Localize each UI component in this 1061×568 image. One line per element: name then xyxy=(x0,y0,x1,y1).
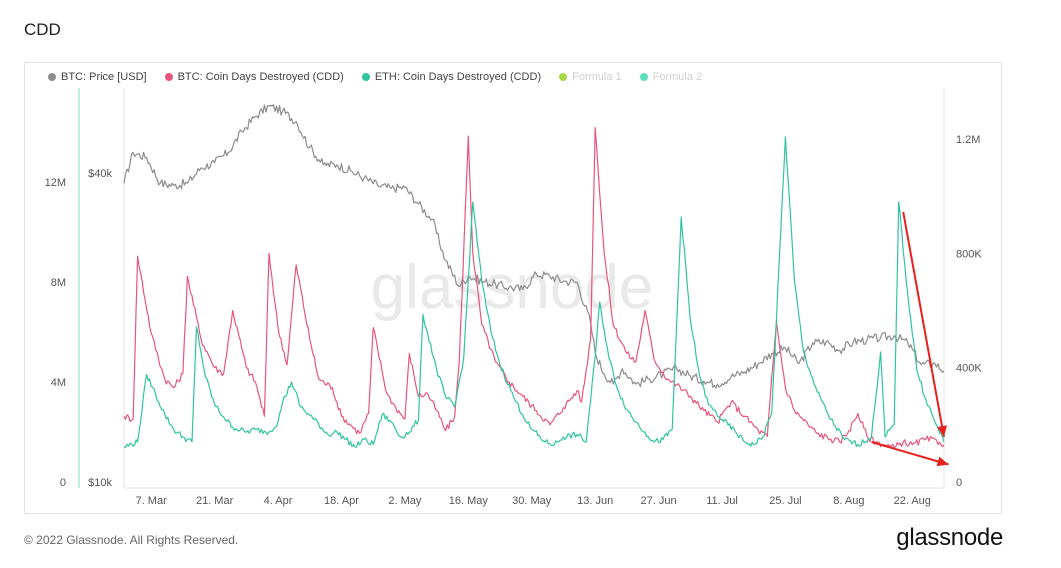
legend-item[interactable]: BTC: Price [USD] xyxy=(48,71,147,83)
eth-cdd-line xyxy=(123,136,945,448)
left-axis-tick-label: 4M xyxy=(51,377,66,389)
legend-item[interactable]: ETH: Coin Days Destroyed (CDD) xyxy=(361,71,542,83)
x-axis-tick-label: 30. May xyxy=(512,495,552,507)
left-axis-tick-label: 12M xyxy=(45,177,66,189)
legend-label: Formula 1 xyxy=(572,71,622,83)
legend-item[interactable]: Formula 1 xyxy=(559,71,622,83)
legend-item[interactable]: Formula 2 xyxy=(639,71,703,83)
copyright-text: © 2022 Glassnode. All Rights Reserved. xyxy=(24,533,239,547)
annotation-arrow-line xyxy=(902,211,945,438)
price-axis-tick-label: $40k xyxy=(88,168,112,180)
btc-price-line xyxy=(123,104,945,389)
x-axis-tick-label: 18. Apr xyxy=(324,495,359,507)
x-axis-tick-label: 22. Aug xyxy=(894,495,931,507)
glassnode-logo[interactable]: glassnode xyxy=(896,524,1003,551)
right-axis-tick-label: 1.2M xyxy=(956,134,980,146)
x-axis-tick-label: 7. Mar xyxy=(136,495,168,507)
btc-cdd-line xyxy=(123,126,945,449)
price-axis-tick-label: $10k xyxy=(88,477,112,489)
annotation-arrowhead-icon xyxy=(936,456,949,467)
legend-label: BTC: Price [USD] xyxy=(61,71,147,83)
x-axis-tick-label: 2. May xyxy=(388,495,422,507)
x-axis-tick-label: 8. Aug xyxy=(833,495,864,507)
page-title: CDD xyxy=(24,20,61,39)
legend-label: Formula 2 xyxy=(652,71,703,83)
legend-label: ETH: Coin Days Destroyed (CDD) xyxy=(374,71,542,83)
legend-dot-icon xyxy=(559,73,568,81)
x-axis-tick-label: 13. Jun xyxy=(577,495,613,507)
series-layer xyxy=(123,104,945,449)
x-axis-tick-label: 25. Jul xyxy=(769,495,801,507)
left-axis-tick-label: 0 xyxy=(60,477,66,489)
right-axis-tick-label: 0 xyxy=(956,477,962,489)
right-axis-tick-label: 400K xyxy=(956,363,982,375)
legend-dot-icon xyxy=(48,73,56,81)
chart-legend: BTC: Price [USD] BTC: Coin Days Destroyed… xyxy=(48,71,702,83)
legend-item[interactable]: BTC: Coin Days Destroyed (CDD) xyxy=(164,71,344,83)
x-axis-tick-label: 21. Mar xyxy=(196,495,234,507)
left-axis-tick-label: 8M xyxy=(51,277,66,289)
legend-dot-icon xyxy=(639,73,648,81)
legend-dot-icon xyxy=(164,73,173,81)
legend-dot-icon xyxy=(361,73,370,81)
annotation-layer xyxy=(871,211,949,467)
right-axis-tick-label: 800K xyxy=(956,248,982,260)
annotation-arrowhead-icon xyxy=(937,425,947,437)
x-axis-tick-label: 16. May xyxy=(449,495,489,507)
annotation-arrow-line xyxy=(871,441,949,466)
x-axis-tick-label: 4. Apr xyxy=(264,495,293,507)
axes-layer: 0 4M 8M 12M $10k $40k 0 400K 800K 1.2M 7. Mar 21. M… xyxy=(45,88,982,507)
x-axis-tick-label: 27. Jun xyxy=(641,495,677,507)
legend-label: BTC: Coin Days Destroyed (CDD) xyxy=(177,71,344,83)
x-axis-tick-label: 11. Jul xyxy=(706,495,738,507)
